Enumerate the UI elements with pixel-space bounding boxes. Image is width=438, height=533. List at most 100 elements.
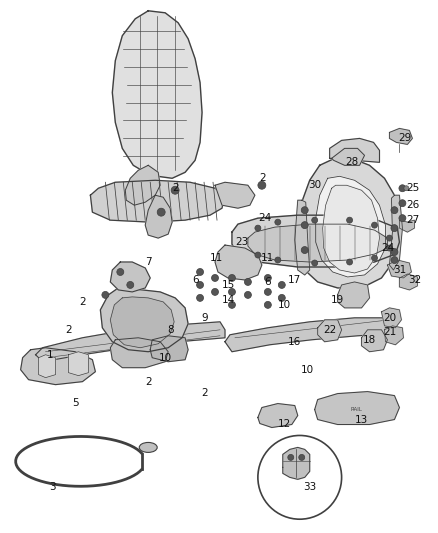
Circle shape [312,217,318,223]
Circle shape [265,274,271,281]
Polygon shape [298,158,399,288]
Circle shape [244,292,251,298]
Polygon shape [100,288,188,352]
Circle shape [244,278,251,286]
Text: 10: 10 [159,353,172,363]
Polygon shape [399,274,417,290]
Circle shape [275,219,281,225]
Text: 11: 11 [209,253,223,263]
Text: 8: 8 [167,325,173,335]
Circle shape [127,281,134,288]
Circle shape [212,274,219,281]
Polygon shape [332,148,364,165]
Circle shape [391,224,398,232]
Circle shape [229,274,236,281]
Polygon shape [90,180,225,222]
Circle shape [346,259,353,265]
Text: RAIL: RAIL [351,407,363,412]
Circle shape [301,247,308,254]
Circle shape [258,181,266,189]
Text: 12: 12 [278,419,291,430]
Polygon shape [389,195,403,270]
Text: 33: 33 [303,482,316,492]
Polygon shape [110,262,150,292]
Text: 5: 5 [72,398,79,408]
Circle shape [386,245,392,251]
Text: 24: 24 [381,243,394,253]
Text: 17: 17 [288,275,301,285]
Text: 11: 11 [261,253,275,263]
Polygon shape [68,352,88,376]
Polygon shape [39,355,56,378]
Text: 26: 26 [406,200,419,210]
Polygon shape [112,11,202,178]
Polygon shape [389,128,413,144]
Circle shape [102,292,109,298]
Circle shape [399,200,406,207]
Polygon shape [361,330,388,352]
Text: 7: 7 [145,257,152,267]
Text: 16: 16 [288,337,301,347]
Text: 31: 31 [393,265,406,275]
Circle shape [288,455,294,461]
Polygon shape [225,318,395,352]
Text: 9: 9 [202,313,208,323]
Polygon shape [215,245,262,280]
Text: 10: 10 [301,365,314,375]
Text: 19: 19 [331,295,344,305]
Circle shape [371,255,378,261]
Text: 29: 29 [398,133,411,143]
Circle shape [404,186,409,191]
Text: 6: 6 [265,277,271,287]
Polygon shape [145,195,172,238]
Polygon shape [110,338,168,368]
Text: 1: 1 [47,350,54,360]
Circle shape [312,260,318,266]
Circle shape [197,269,204,276]
Polygon shape [150,336,188,362]
Polygon shape [316,176,385,277]
Polygon shape [110,297,174,348]
Circle shape [301,222,308,229]
Circle shape [212,288,219,295]
Ellipse shape [139,442,157,453]
Text: 10: 10 [278,300,291,310]
Circle shape [391,248,398,255]
Polygon shape [232,215,399,267]
Polygon shape [318,320,342,342]
Polygon shape [314,392,399,424]
Polygon shape [125,165,160,205]
Text: 30: 30 [308,180,321,190]
Text: 25: 25 [406,183,419,193]
Text: 2: 2 [65,325,72,335]
Text: 2: 2 [145,377,152,386]
Circle shape [278,294,285,301]
Text: 22: 22 [323,325,336,335]
Circle shape [197,281,204,288]
Polygon shape [215,182,255,208]
Polygon shape [283,447,310,479]
Circle shape [399,185,406,192]
Polygon shape [295,200,310,275]
Text: 2: 2 [202,387,208,398]
Circle shape [391,256,398,263]
Circle shape [391,207,398,214]
Circle shape [346,217,353,223]
Circle shape [197,294,204,301]
Text: 2: 2 [260,173,266,183]
Circle shape [265,301,271,309]
Text: 15: 15 [221,280,235,290]
Circle shape [265,288,271,295]
Circle shape [157,208,165,216]
Polygon shape [338,282,370,308]
Text: 27: 27 [406,215,419,225]
Polygon shape [35,322,225,362]
Polygon shape [381,308,401,328]
Polygon shape [21,348,95,385]
Text: 20: 20 [383,313,396,323]
Polygon shape [330,139,379,163]
Circle shape [299,455,305,461]
Circle shape [386,235,392,241]
Circle shape [255,225,261,231]
Circle shape [258,435,342,519]
